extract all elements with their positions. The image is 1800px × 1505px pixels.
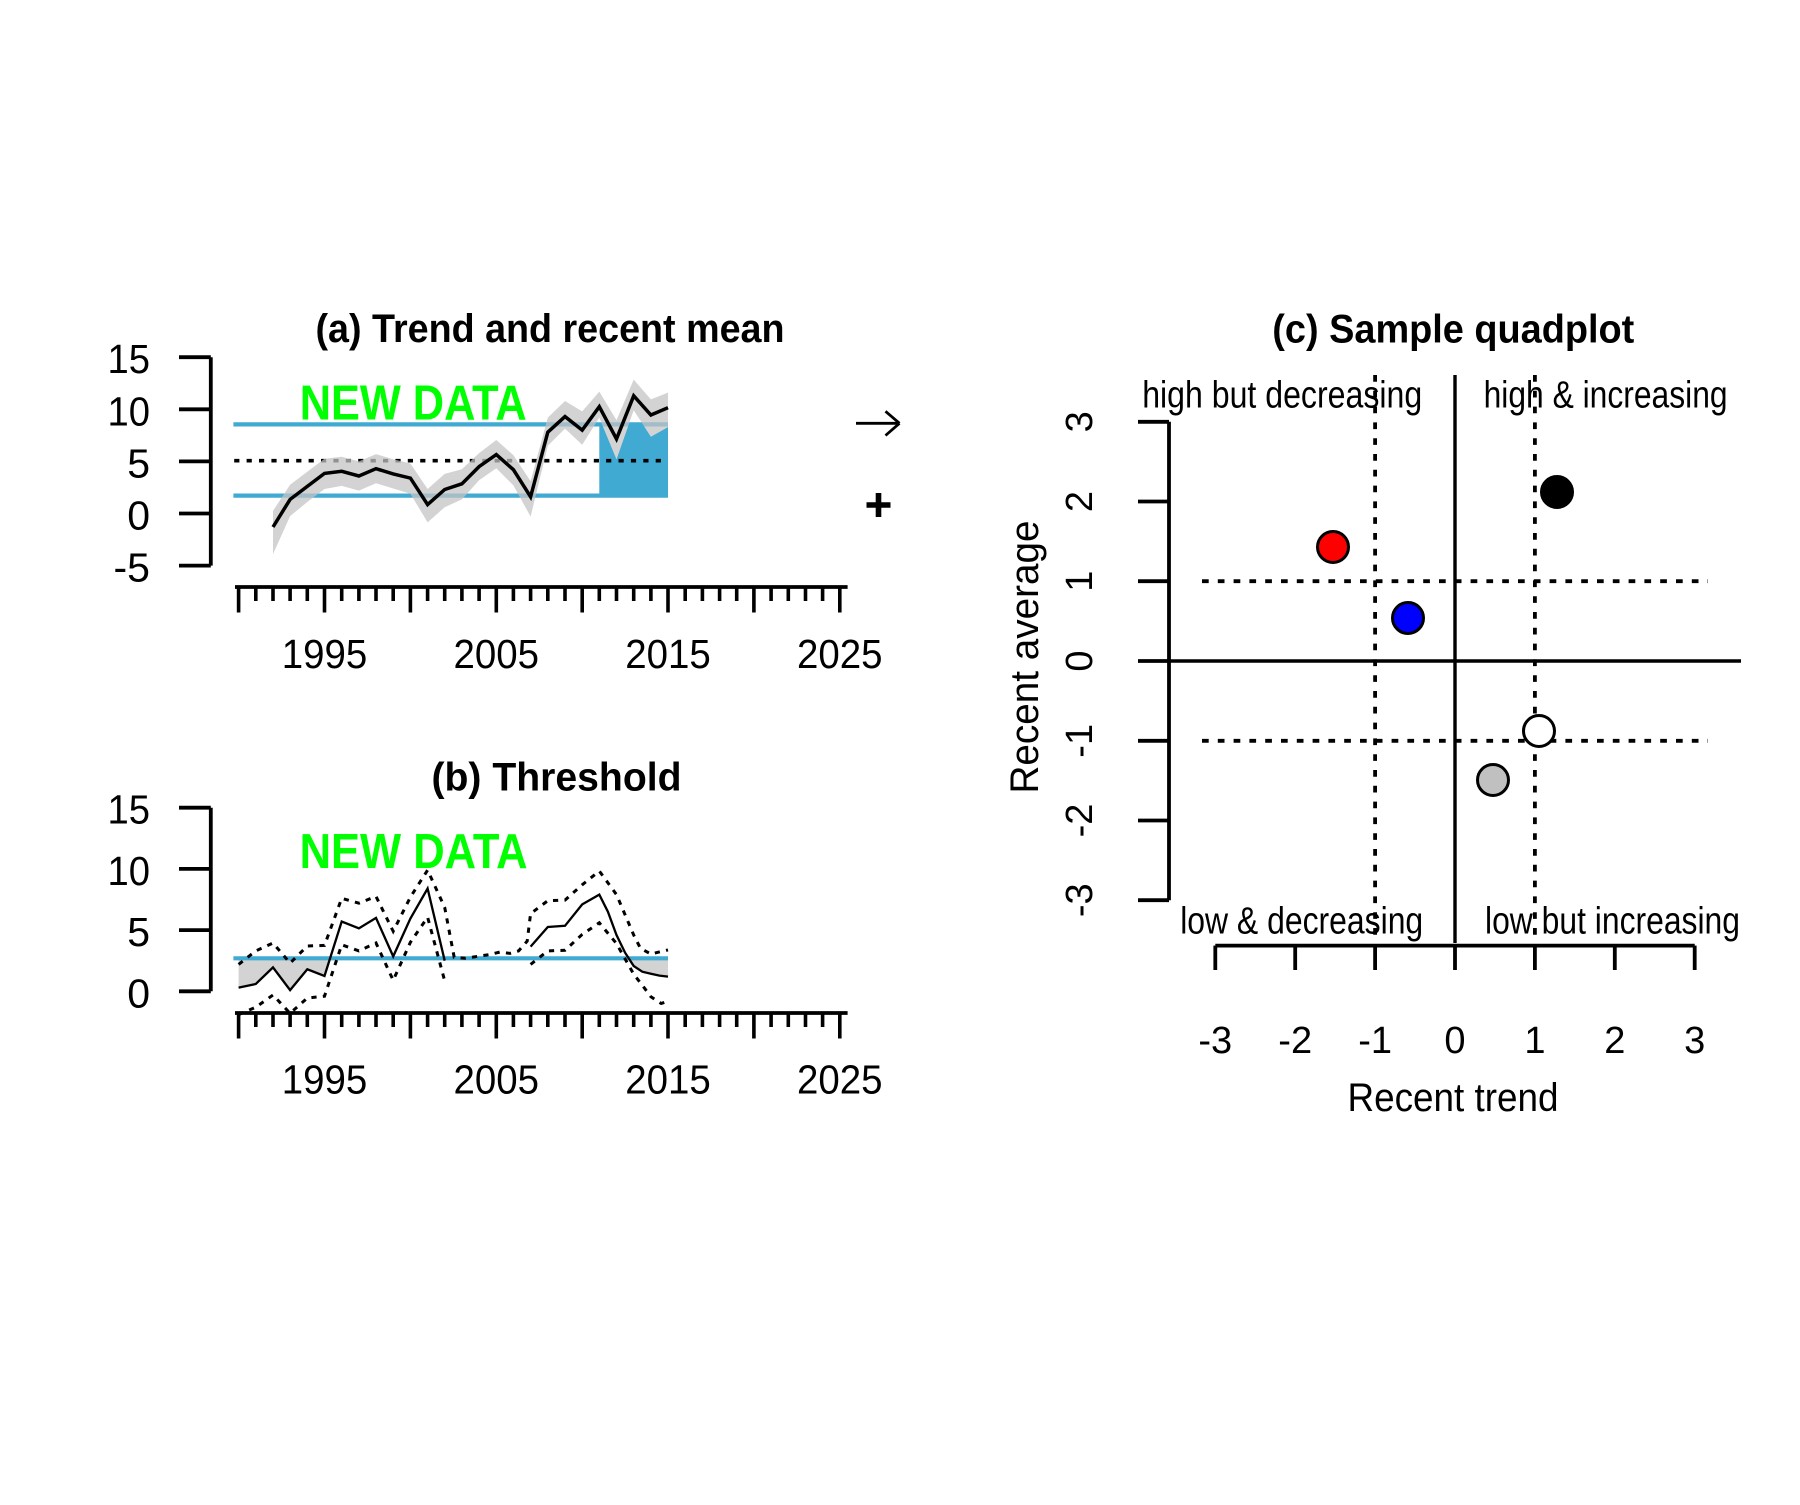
svg-text:-3: -3	[1059, 883, 1101, 917]
svg-text:(b) Threshold: (b) Threshold	[432, 756, 682, 800]
svg-text:0: 0	[1444, 1020, 1465, 1062]
svg-text:Recent average: Recent average	[1003, 521, 1047, 794]
svg-text:2015: 2015	[625, 631, 711, 677]
svg-text:5: 5	[127, 909, 150, 955]
svg-text:3: 3	[1684, 1020, 1705, 1062]
svg-text:2025: 2025	[797, 1057, 883, 1103]
svg-text:low & decreasing: low & decreasing	[1180, 901, 1423, 943]
svg-text:NEW DATA: NEW DATA	[300, 825, 528, 879]
svg-text:0: 0	[1059, 650, 1101, 671]
svg-text:0: 0	[127, 970, 150, 1016]
svg-text:1995: 1995	[282, 1057, 368, 1103]
svg-text:2025: 2025	[797, 631, 883, 677]
svg-text:-2: -2	[1059, 804, 1101, 838]
svg-text:-1: -1	[1358, 1020, 1392, 1062]
svg-text:-1: -1	[1059, 724, 1101, 758]
svg-text:Recent trend: Recent trend	[1348, 1076, 1559, 1120]
svg-text:10: 10	[108, 388, 151, 434]
svg-text:-5: -5	[114, 545, 150, 591]
svg-text:15: 15	[108, 787, 151, 833]
svg-text:-3: -3	[1198, 1020, 1232, 1062]
svg-text:1995: 1995	[282, 631, 368, 677]
svg-text:2005: 2005	[454, 631, 540, 677]
svg-text:(c) Sample quadplot: (c) Sample quadplot	[1272, 308, 1634, 352]
svg-text:2015: 2015	[625, 1057, 711, 1103]
svg-text:3: 3	[1059, 411, 1101, 432]
svg-text:5: 5	[127, 440, 150, 486]
svg-text:low but increasing: low but increasing	[1485, 901, 1740, 943]
svg-text:1: 1	[1524, 1020, 1545, 1062]
svg-text:2005: 2005	[454, 1057, 540, 1103]
svg-text:15: 15	[108, 336, 151, 382]
svg-text:1: 1	[1059, 571, 1101, 592]
svg-text:0: 0	[127, 493, 150, 539]
svg-text:(a) Trend and recent mean: (a) Trend and recent mean	[316, 307, 785, 351]
svg-text:NEW DATA: NEW DATA	[300, 377, 527, 431]
svg-text:10: 10	[108, 848, 151, 894]
svg-text:high but decreasing: high but decreasing	[1142, 374, 1422, 416]
svg-text:2: 2	[1059, 491, 1101, 512]
svg-text:2: 2	[1604, 1020, 1625, 1062]
svg-text:high & increasing: high & increasing	[1484, 374, 1728, 416]
svg-text:-2: -2	[1278, 1020, 1312, 1062]
